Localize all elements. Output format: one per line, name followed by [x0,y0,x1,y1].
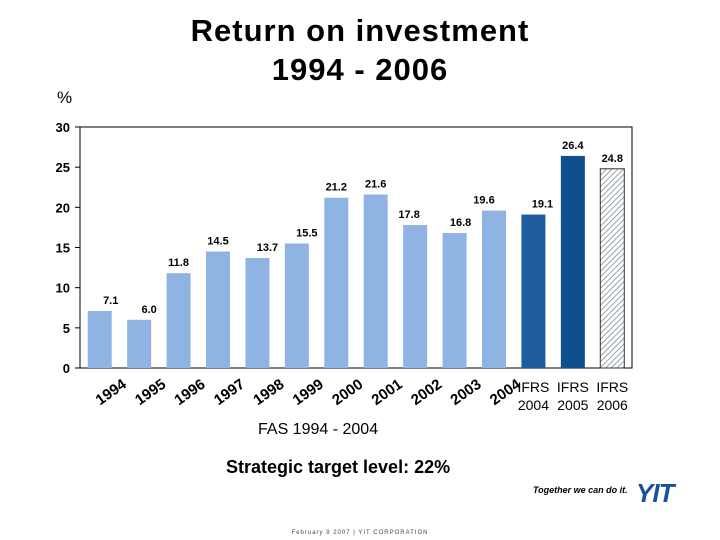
x-tick-label: 2003 [447,376,484,409]
y-tick-label: 0 [63,361,70,376]
fas-period-label: FAS 1994 - 2004 [258,421,379,438]
x-tick-label-line2: 2005 [557,397,588,413]
yit-logo: YIT [636,478,674,508]
value-label: 21.6 [365,178,386,190]
x-tick-label: IFRS [596,379,628,395]
bar-1998 [245,257,270,368]
value-label: 16.8 [450,217,471,229]
bar-ifrs-2004 [521,214,546,368]
x-tick-label: 1998 [250,376,287,409]
x-tick-label: 1995 [132,376,169,409]
x-tick-label-line2: 2004 [518,397,549,413]
bar-2003 [442,233,467,368]
y-tick-label: 5 [63,321,70,336]
x-tick-label: 1996 [171,376,208,409]
bar-ifrs-2005 [560,155,585,368]
x-tick-label: 2001 [369,376,406,409]
value-label: 19.1 [532,199,553,211]
bar-1995 [127,319,152,368]
x-tick-label: 1994 [93,375,131,408]
value-label: 21.2 [326,182,347,194]
value-label: 6.0 [141,304,156,316]
company-slogan: Together we can do it. [533,485,628,495]
value-label: 7.1 [103,295,118,307]
chart-title-line1: Return on investment [190,13,530,48]
x-tick-label-line2: 2006 [597,397,628,413]
value-label: 11.8 [168,257,189,269]
value-label: 15.5 [296,227,317,239]
footer-text: February 9 2007 | YIT CORPORATION [291,530,429,536]
bar-ifrs-2006 [599,168,625,369]
roi-bar-chart: 0 5 10 15 20 25 30 7.1 1994 6.0 1995 11.8 1996 14.5 1… [56,120,633,413]
bar-2000 [324,197,349,368]
value-label: 13.7 [257,242,278,254]
bar-2001 [363,194,388,368]
strategic-target-text: Strategic target level: 22% [226,457,451,477]
value-label: 24.8 [602,153,623,165]
x-tick-label: 1999 [290,376,327,409]
bar-1997 [206,251,230,368]
x-tick-label: IFRS [557,379,589,395]
value-label: 14.5 [207,236,228,248]
chart-title-line2: 1994 - 2006 [271,52,449,87]
bar-2004 [482,210,506,368]
y-axis-unit: % [57,88,73,107]
x-tick-label: 1997 [211,376,248,409]
bar-2002 [403,225,428,368]
bar-1994 [87,310,112,368]
value-label: 19.6 [473,195,494,207]
value-label: 26.4 [562,140,584,152]
y-tick-label: 15 [56,241,70,256]
x-tick-label: 2000 [329,376,366,409]
y-tick-label: 20 [56,200,70,215]
y-tick-label: 30 [56,120,70,135]
bar-1996 [166,273,191,368]
y-tick-label: 25 [56,160,70,175]
plot-frame [79,126,633,369]
y-tick-label: 10 [56,281,70,296]
value-label: 17.8 [398,209,419,221]
x-tick-label: IFRS [517,379,549,395]
bar-1999 [284,243,309,368]
x-tick-label: 2002 [408,376,445,409]
